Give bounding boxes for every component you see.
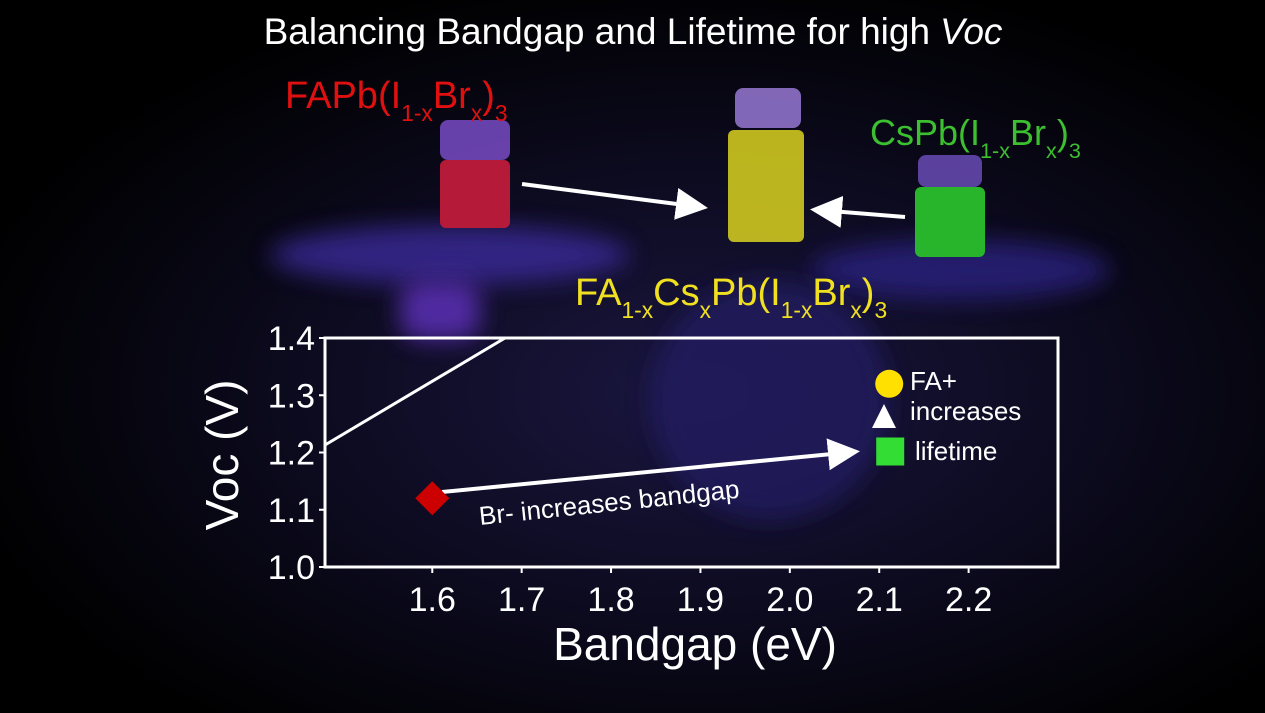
formula-label: FAPb(I1-xBrx)3 xyxy=(285,75,508,126)
title: Voc xyxy=(940,11,1003,52)
formula-segment: 3 xyxy=(495,100,508,126)
x-tick-label: 1.7 xyxy=(498,581,545,619)
y-tick-label: 1.2 xyxy=(268,435,315,473)
y-axis-label: Voc (V) xyxy=(196,380,248,531)
arrow xyxy=(441,438,860,494)
formula-segment: Br xyxy=(433,75,471,117)
formula-segment: Br xyxy=(1010,112,1046,153)
formula-segment: x xyxy=(471,100,483,126)
formula-segment: ) xyxy=(862,272,875,314)
x-tick-label: 2.2 xyxy=(945,581,992,619)
formula-segment: x xyxy=(1046,138,1057,163)
x-tick-label: 2.1 xyxy=(856,581,903,619)
annotation: FA+ xyxy=(910,366,957,396)
formula-segment: 1-x xyxy=(781,297,813,323)
formula-segment: ) xyxy=(482,75,495,117)
annotation: lifetime xyxy=(915,436,997,466)
y-tick-label: 1.3 xyxy=(268,377,315,415)
formula-segment: FA xyxy=(575,272,622,314)
formula-label: FA1-xCsxPb(I1-xBrx)3 xyxy=(575,272,887,323)
x-axis-label: Bandgap (eV) xyxy=(553,618,837,670)
x-tick-label: 1.8 xyxy=(587,581,634,619)
formula-segment: 1-x xyxy=(401,100,433,126)
y-tick-label: 1.0 xyxy=(268,549,315,587)
formula-segment: 3 xyxy=(1069,138,1081,163)
formula-segment: Pb(I xyxy=(711,272,781,314)
title: Balancing Bandgap and Lifetime for high xyxy=(264,11,930,52)
formula-segment: 1-x xyxy=(621,297,653,323)
formula-segment: x xyxy=(850,297,862,323)
point xyxy=(876,437,905,466)
formula-segment: CsPb(I xyxy=(870,112,980,153)
formula-segment: 3 xyxy=(874,297,887,323)
formula-segment: FAPb(I xyxy=(285,75,401,117)
formula-segment: ) xyxy=(1057,112,1069,153)
x-tick-label: 1.9 xyxy=(677,581,724,619)
formula-segment: 1-x xyxy=(980,138,1010,163)
arrow xyxy=(810,195,906,228)
guide-line xyxy=(324,336,506,447)
annotation: increases xyxy=(910,396,1021,426)
formula-segment: Cs xyxy=(653,272,699,314)
formula-label: CsPb(I1-xBrx)3 xyxy=(870,112,1081,163)
point xyxy=(415,481,450,516)
arrow xyxy=(521,182,708,220)
y-tick-label: 1.1 xyxy=(268,492,315,530)
y-tick-label: 1.4 xyxy=(268,320,315,358)
formula-segment: Br xyxy=(812,272,850,314)
x-tick-label: 2.0 xyxy=(766,581,813,619)
point xyxy=(875,369,904,398)
formula-segment: x xyxy=(700,297,712,323)
x-tick-label: 1.6 xyxy=(409,581,456,619)
